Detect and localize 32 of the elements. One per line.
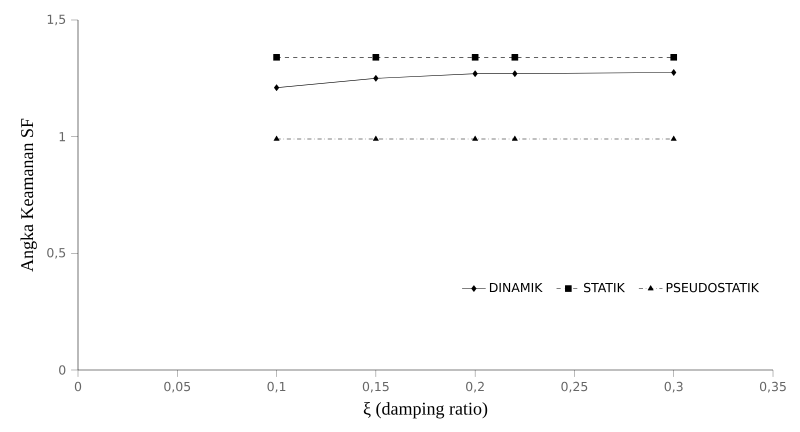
point xyxy=(373,75,378,82)
x-tick-label: 0,2 xyxy=(466,382,484,393)
point xyxy=(472,136,478,141)
y-tick-label: 1,5 xyxy=(48,14,66,26)
legend-label: PSEUDOSTATIK xyxy=(666,282,760,292)
point xyxy=(274,84,280,91)
point xyxy=(273,54,280,61)
legend-label: STATIK xyxy=(584,282,626,292)
x-tick-label: 0,35 xyxy=(760,382,786,393)
point xyxy=(372,136,379,141)
x-axis-title: ξ (damping ratio) xyxy=(364,402,488,418)
point xyxy=(372,54,380,61)
point xyxy=(472,70,478,77)
point xyxy=(670,54,678,61)
y-tick-label: 0,5 xyxy=(47,248,66,259)
point xyxy=(274,136,280,141)
x-tick-label: 0 xyxy=(74,382,82,392)
y-tick-label: 1 xyxy=(60,132,66,142)
point xyxy=(472,54,478,61)
x-tick-label: 0,3 xyxy=(664,382,683,393)
point xyxy=(670,136,677,141)
point xyxy=(512,136,518,141)
x-tick-label: 0,1 xyxy=(267,382,286,393)
y-axis-title: Angka Keamanan SF xyxy=(20,118,37,272)
x-tick-label: 0,05 xyxy=(164,382,190,393)
point xyxy=(671,69,676,76)
point xyxy=(512,54,518,61)
legend-label: DINAMIK xyxy=(490,282,543,292)
x-tick-label: 0,25 xyxy=(561,382,588,393)
y-tick-label: 0 xyxy=(59,365,66,375)
point xyxy=(512,70,518,77)
x-tick-label: 0,15 xyxy=(362,382,389,393)
